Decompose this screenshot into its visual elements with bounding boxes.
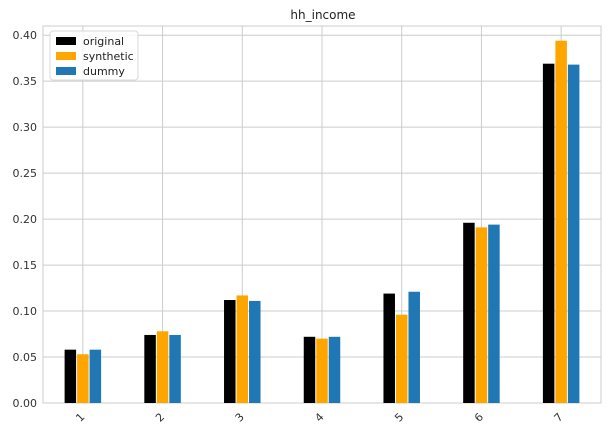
y-tick-label: 0.10 [13,305,38,318]
y-tick-label: 0.40 [13,29,38,42]
bar-original-2 [144,334,156,403]
bar-original-4 [303,336,316,403]
bar-dummy-1 [89,349,102,403]
bar-dummy-6 [488,224,500,403]
legend-swatch-dummy [56,67,76,75]
x-tick-label: 4 [312,410,326,424]
legend-label-synthetic: synthetic [83,50,134,63]
bar-synthetic-1 [77,354,89,403]
bar-synthetic-7 [555,40,567,404]
y-tick-label: 0.30 [13,121,38,134]
bar-dummy-3 [249,300,261,403]
y-tick-labels: 0.00 0.05 0.10 0.15 0.20 0.25 0.30 0.35 0.40 [13,29,38,410]
legend: original synthetic dummy [49,30,139,81]
y-tick-label: 0.20 [13,213,38,226]
bar-synthetic-4 [316,338,328,403]
bar-original-7 [542,63,555,403]
y-tick-label: 0.25 [13,167,38,180]
bar-synthetic-6 [475,227,488,403]
legend-swatch-original [56,37,76,45]
y-tick-label: 0.35 [13,75,38,88]
bar-dummy-2 [169,334,181,403]
y-tick-label: 0.15 [13,259,38,272]
y-tick-label: 0.00 [13,397,38,410]
bar-synthetic-3 [236,295,249,403]
bar-synthetic-2 [156,331,169,403]
bar-dummy-5 [408,291,420,403]
x-tick-label: 3 [233,410,247,424]
x-tick-label: 5 [392,410,406,424]
x-tick-label: 6 [472,410,486,424]
bar-original-6 [463,222,475,403]
x-tick-label: 1 [73,410,87,424]
bar-original-1 [64,349,77,403]
y-tick-label: 0.05 [13,351,38,364]
bars [64,40,580,404]
x-tick-label: 2 [153,410,167,424]
legend-swatch-synthetic [56,52,76,60]
x-tick-label: 7 [552,410,566,424]
bar-synthetic-5 [395,314,408,403]
x-tick-labels: 1 2 3 4 5 6 7 [73,410,565,424]
bar-original-3 [224,300,236,403]
bar-dummy-7 [567,64,580,404]
chart-title: hh_income [290,8,355,22]
grid [42,25,602,404]
legend-label-original: original [83,35,124,48]
legend-label-dummy: dummy [83,65,125,78]
bar-dummy-4 [328,336,341,403]
bar-original-5 [383,293,395,403]
